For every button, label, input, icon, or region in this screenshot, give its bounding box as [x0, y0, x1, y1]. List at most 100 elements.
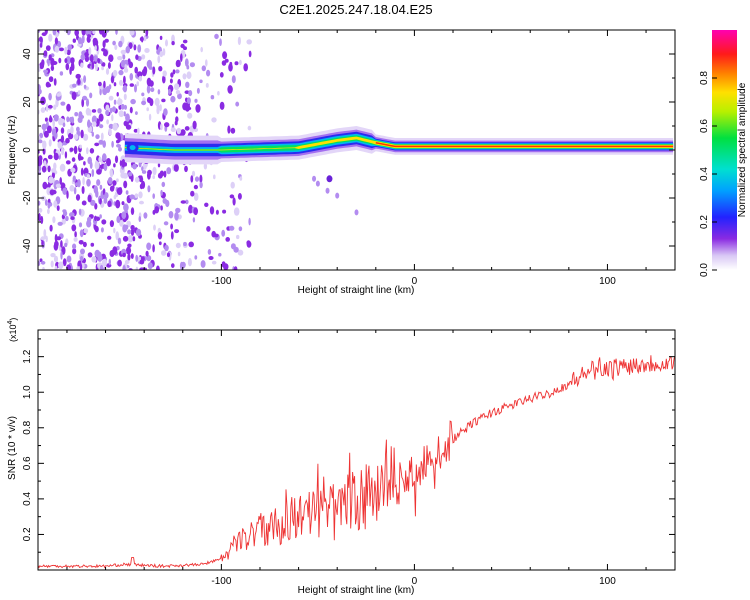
noise-blob — [58, 117, 64, 126]
noise-blob — [101, 66, 104, 71]
noise-blob — [233, 207, 240, 216]
noise-blob — [243, 63, 248, 72]
noise-blob — [157, 162, 161, 168]
noise-blob — [87, 30, 92, 35]
noise-blob — [94, 45, 97, 51]
noise-blob — [211, 117, 217, 123]
noise-blob — [96, 44, 99, 52]
noise-blob — [236, 234, 240, 240]
noise-blob — [221, 261, 226, 268]
noise-blob — [78, 208, 82, 216]
noise-blob — [162, 70, 167, 77]
noise-blob — [146, 59, 153, 69]
noise-blob — [111, 114, 114, 122]
noise-blob — [115, 30, 118, 35]
noise-blob — [222, 209, 227, 214]
noise-blob — [156, 107, 160, 115]
noise-blob — [89, 148, 95, 154]
noise-blob — [113, 195, 117, 200]
noise-blob — [182, 73, 187, 80]
noise-blob — [175, 116, 179, 123]
noise-blob — [112, 122, 118, 131]
noise-blob — [43, 160, 47, 167]
noise-blob — [133, 128, 138, 133]
noise-blob — [218, 252, 222, 257]
noise-blob — [102, 140, 106, 148]
noise-blob — [92, 37, 98, 45]
noise-blob — [160, 123, 163, 131]
noise-blob — [176, 127, 182, 135]
noise-blob — [214, 33, 219, 40]
noise-blob — [92, 30, 96, 35]
noise-blob — [156, 265, 160, 270]
noise-blob — [227, 125, 231, 134]
noise-blob — [38, 213, 41, 222]
noise-blob — [55, 183, 62, 188]
noise-blob — [187, 112, 193, 119]
figure-title: C2E1.2025.247.18.04.E25 — [279, 2, 432, 17]
noise-blob — [44, 117, 48, 122]
noise-blob — [77, 37, 82, 45]
noise-blob — [77, 77, 81, 85]
noise-blob — [94, 161, 100, 170]
noise-blob — [229, 194, 235, 199]
noise-blob — [144, 267, 147, 270]
noise-blob — [141, 92, 145, 97]
noise-blob — [109, 168, 113, 178]
noise-blob — [146, 255, 152, 262]
noise-blob — [94, 63, 98, 72]
noise-blob — [65, 56, 72, 65]
spectrogram-panel: -100 0 100 -40 -20 0 20 40 Height of straight … — [7, 29, 676, 296]
noise-blob — [144, 48, 150, 53]
noise-blob — [86, 174, 91, 179]
noise-blob — [65, 160, 71, 165]
noise-blob — [208, 256, 214, 260]
noise-blob — [98, 156, 102, 163]
noise-blob — [122, 252, 126, 258]
noise-blob — [107, 62, 111, 69]
noise-blob — [38, 260, 41, 267]
noise-blob — [86, 147, 89, 155]
noise-blob — [43, 50, 48, 57]
noise-blob — [147, 171, 151, 180]
noise-blob — [130, 253, 134, 259]
noise-blob — [170, 127, 176, 132]
snr-scale-label: (x104) — [7, 318, 18, 342]
noise-blob — [211, 260, 217, 265]
noise-blob — [71, 116, 75, 124]
noise-blob — [47, 125, 52, 134]
spectrogram-y-ticks: -40 -20 0 20 40 — [22, 29, 675, 271]
noise-blob — [194, 98, 198, 103]
noise-blob — [60, 127, 65, 134]
noise-blob — [164, 122, 170, 128]
noise-blob — [248, 217, 251, 226]
noise-blob — [80, 167, 84, 176]
noise-blob — [108, 128, 112, 136]
noise-blob — [206, 226, 211, 232]
noise-blob — [114, 155, 119, 164]
noise-blob — [200, 46, 203, 53]
noise-blob — [180, 53, 183, 62]
noise-blob — [40, 215, 44, 225]
noise-blob — [184, 126, 190, 131]
noise-blob — [87, 252, 93, 258]
noise-blob — [42, 140, 47, 149]
noise-blob — [79, 144, 82, 149]
noise-blob — [60, 251, 63, 260]
noise-blob — [87, 216, 92, 223]
noise-blob — [206, 69, 211, 77]
noise-blob — [38, 155, 43, 162]
noise-blob — [230, 181, 235, 189]
noise-blob — [91, 131, 95, 137]
noise-blob — [177, 251, 181, 257]
noise-blob — [146, 77, 152, 87]
noise-blob — [233, 266, 238, 270]
noise-blob — [73, 133, 79, 140]
noise-blob — [113, 82, 117, 87]
noise-blob — [238, 226, 243, 232]
noise-blob — [148, 113, 152, 121]
noise-blob — [124, 259, 130, 265]
noise-blob — [149, 98, 154, 107]
noise-blob — [129, 83, 134, 87]
noise-blob — [80, 248, 85, 255]
